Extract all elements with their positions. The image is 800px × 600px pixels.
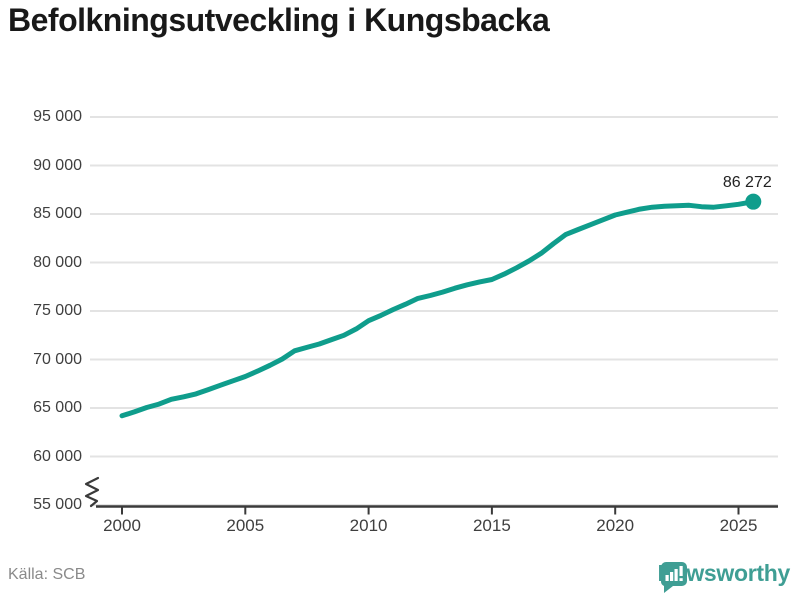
y-axis-break-icon	[84, 476, 100, 508]
y-tick-label: 85 000	[33, 205, 82, 222]
y-tick-label: 90 000	[33, 156, 82, 174]
bar-chart-speech-bubble-icon	[660, 562, 687, 593]
latest-value-dot	[745, 193, 762, 210]
population-series-line	[119, 199, 756, 419]
latest-value-label: 86 272	[722, 174, 772, 191]
x-axis-ticks	[121, 507, 740, 515]
x-tick-label: 2005	[226, 516, 265, 535]
chart-title: Befolkningsutveckling i Kungsbacka	[8, 2, 550, 38]
y-tick-label: 75 000	[33, 302, 82, 319]
y-tick-label: 70 000	[33, 350, 82, 368]
x-tick-label: 2025	[719, 516, 758, 535]
y-tick-label: 65 000	[33, 399, 82, 416]
x-tick-label: 2000	[103, 516, 141, 535]
source-note: Källa: SCB	[8, 566, 86, 583]
newsworthy-branding: Newsworthy	[658, 560, 790, 593]
y-tick-label: 60 000	[33, 447, 82, 465]
x-tick-label: 2015	[472, 516, 511, 535]
y-tick-label: 95 000	[33, 108, 82, 125]
x-tick-label: 2010	[349, 516, 388, 535]
x-tick-label: 2020	[596, 516, 635, 535]
y-tick-label: 55 000	[33, 496, 82, 513]
y-tick-label: 80 000	[33, 253, 82, 271]
gridlines	[90, 116, 778, 506]
